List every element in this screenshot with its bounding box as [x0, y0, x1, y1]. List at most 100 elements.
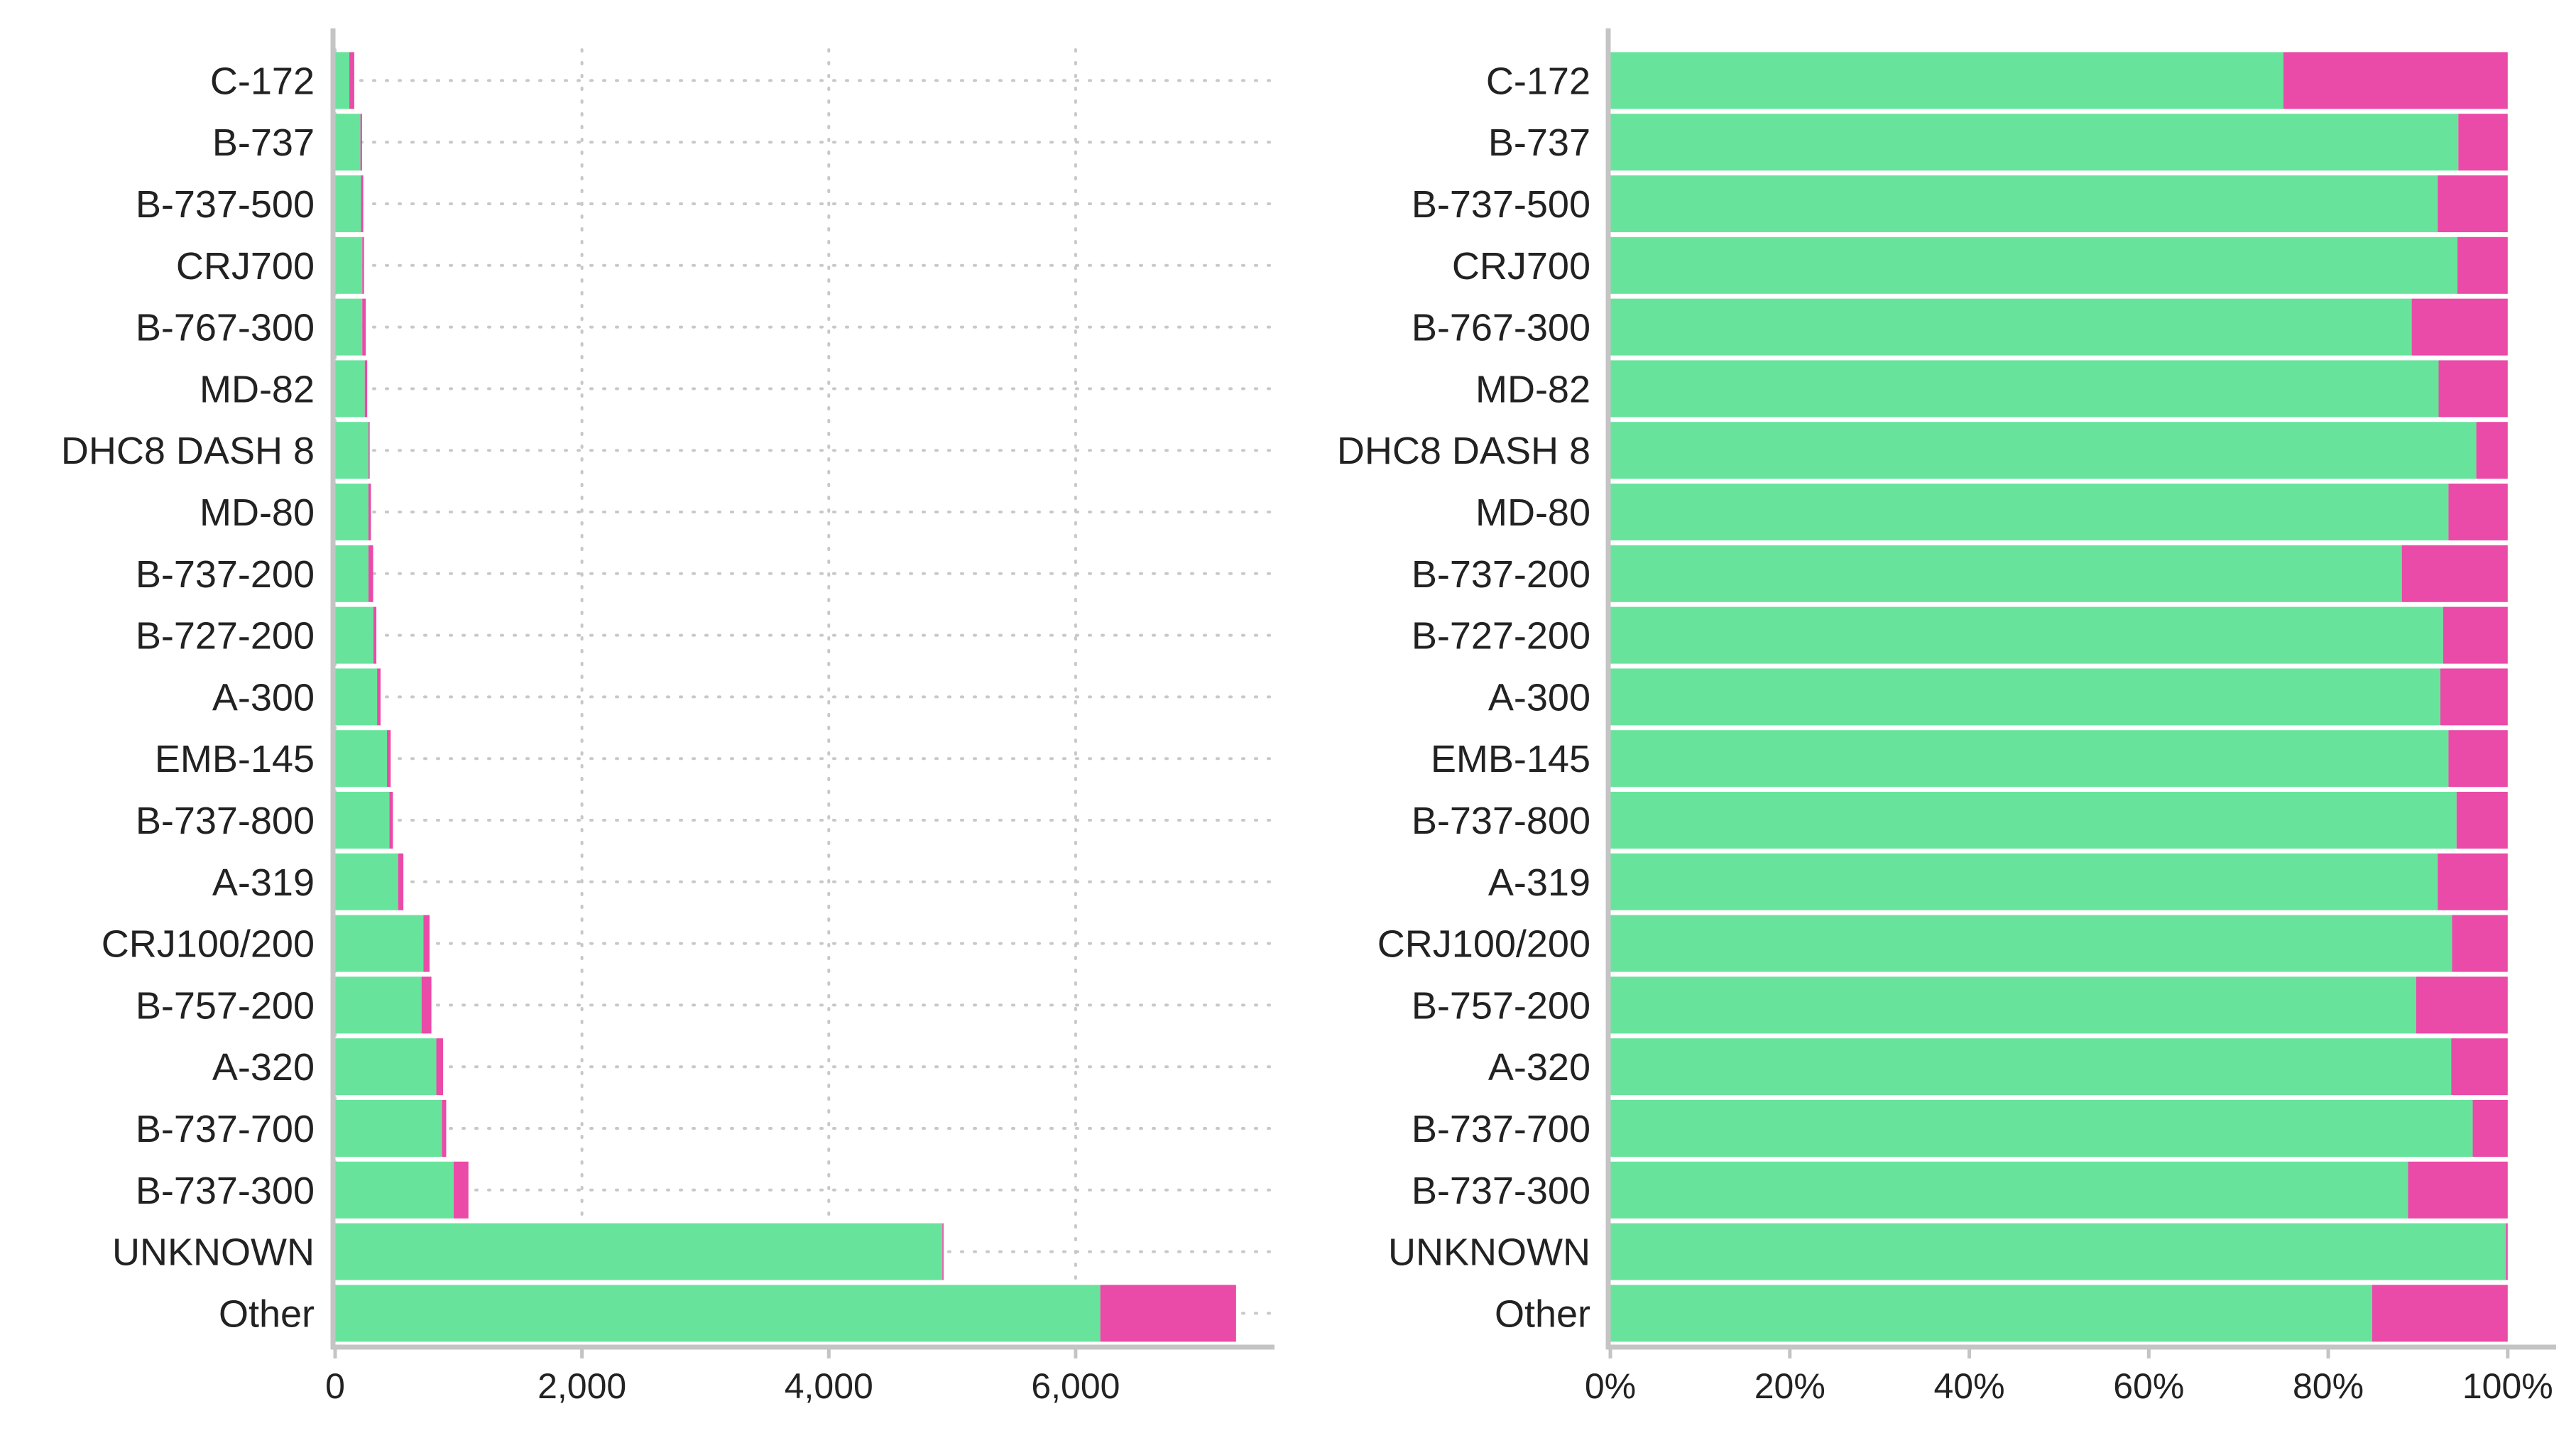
bar-segment-series-1 [1610, 1223, 2506, 1280]
bar-segment-series-2 [2472, 1100, 2508, 1157]
category-label: CRJ700 [176, 245, 315, 288]
category-label: B-737-300 [1412, 1170, 1590, 1212]
category-label: DHC8 DASH 8 [1337, 430, 1590, 472]
x-tick-label: 20% [1754, 1366, 1825, 1406]
category-label: A-300 [212, 676, 315, 719]
category-label: B-737-500 [136, 183, 315, 226]
bar-segment-series-1 [1610, 668, 2441, 726]
x-tick-label: 80% [2293, 1366, 2364, 1406]
bar-segment-series-2 [2438, 175, 2508, 232]
bar-segment-series-2 [2448, 730, 2508, 788]
category-label: B-737-800 [1412, 800, 1590, 842]
bar-segment-series-2 [2411, 298, 2508, 356]
bar-segment-series-2 [368, 422, 370, 479]
category-label: B-737-200 [136, 553, 315, 596]
bar-segment-series-2 [368, 484, 371, 540]
category-label: MD-82 [200, 368, 315, 410]
x-tick-label: 60% [2113, 1366, 2184, 1406]
category-label: UNKNOWN [1388, 1231, 1590, 1274]
bar-segment-series-2 [2438, 853, 2508, 910]
bar-segment-series-2 [368, 545, 373, 602]
category-label: B-767-300 [136, 307, 315, 349]
bar-segment-series-1 [1610, 606, 2443, 664]
category-label: B-737-300 [136, 1170, 315, 1212]
absolute-count-chart: C-172 B-737 B-737-500 CRJ700 B-767-300 MD-82 D… [61, 28, 1275, 1406]
bar-segment-series-2 [2448, 484, 2508, 540]
category-label: B-737-800 [136, 800, 315, 842]
bar-segment-series-1 [1610, 484, 2449, 540]
bar-segment-series-2 [2443, 606, 2508, 664]
category-label: C-172 [1486, 60, 1590, 102]
category-label: B-737-700 [1412, 1108, 1590, 1150]
bar-segment-series-2 [362, 298, 366, 356]
bar-segment-series-1 [335, 1223, 943, 1280]
bar-segment-series-2 [2506, 1223, 2508, 1280]
category-label: B-727-200 [1412, 615, 1590, 658]
category-label: Other [1495, 1292, 1590, 1335]
bar-segment-series-2 [398, 853, 404, 910]
bar-segment-series-2 [436, 1038, 444, 1096]
bar-segment-series-1 [1610, 976, 2416, 1034]
bar-segment-series-1 [335, 976, 422, 1034]
bar-segment-series-1 [1610, 1038, 2452, 1096]
bar-segment-series-1 [335, 175, 361, 232]
bar-segment-series-2 [2456, 792, 2508, 849]
bar-segment-series-1 [1610, 853, 2438, 910]
bar-segment-series-2 [2476, 422, 2508, 479]
category-label: EMB-145 [155, 738, 315, 780]
bar-segment-series-1 [335, 792, 390, 849]
bar-segment-series-2 [377, 668, 381, 726]
bar-segment-series-2 [421, 976, 432, 1034]
bar-segment-series-2 [423, 915, 430, 972]
bar-segment-series-1 [335, 298, 363, 356]
x-tick-label: 40% [1933, 1366, 2004, 1406]
bar-segment-series-1 [335, 915, 424, 972]
bar-segment-series-1 [335, 1285, 1101, 1342]
bar-segment-series-2 [2438, 360, 2508, 418]
bar-segment-series-1 [335, 1038, 437, 1096]
category-label: B-737-200 [1412, 553, 1590, 596]
category-label: B-757-200 [1412, 984, 1590, 1027]
category-label: MD-80 [200, 491, 315, 534]
bar-segment-series-1 [335, 484, 369, 540]
bar-segment-series-2 [361, 175, 364, 232]
bar-segment-series-1 [335, 1161, 454, 1219]
bar-segment-series-1 [1610, 114, 2459, 171]
category-label: B-767-300 [1412, 307, 1590, 349]
bar-segment-series-1 [1610, 1285, 2372, 1342]
bar-segment-series-2 [2458, 114, 2508, 171]
bar-segment-series-1 [335, 730, 388, 788]
category-label: B-737-700 [136, 1108, 315, 1150]
bar-segment-series-2 [2408, 1161, 2508, 1219]
bar-segment-series-2 [364, 360, 368, 418]
bar-segment-series-1 [335, 52, 349, 109]
bar-segment-series-2 [360, 114, 362, 171]
bar-segment-series-1 [1610, 1100, 2473, 1157]
category-label: A-320 [212, 1046, 315, 1089]
bar-segment-series-1 [1610, 730, 2449, 788]
bar-segment-series-1 [1610, 545, 2402, 602]
bar-segment-series-2 [2372, 1285, 2508, 1342]
bar-segment-series-2 [2451, 1038, 2508, 1096]
bar-segment-series-1 [1610, 298, 2412, 356]
bar-segment-series-1 [335, 606, 373, 664]
category-label: EMB-145 [1431, 738, 1590, 780]
category-label: UNKNOWN [112, 1231, 315, 1274]
bar-segment-series-1 [335, 853, 398, 910]
bar-segment-series-1 [1610, 792, 2457, 849]
category-label: MD-82 [1475, 368, 1590, 410]
bar-segment-series-1 [1610, 1161, 2408, 1219]
bar-segment-series-1 [1610, 175, 2438, 232]
bar-segment-series-2 [373, 606, 377, 664]
category-label: Other [219, 1292, 315, 1335]
category-label: A-320 [1488, 1046, 1590, 1089]
category-label: B-737 [1488, 121, 1590, 164]
bar-segment-series-1 [335, 236, 363, 294]
x-tick-label: 0 [325, 1366, 345, 1406]
percentage-chart: C-172 B-737 B-737-500 CRJ700 B-767-300 MD-82 D… [1337, 28, 2556, 1406]
bar-segment-series-1 [1610, 360, 2439, 418]
category-label: B-737 [212, 121, 315, 164]
category-label: MD-80 [1475, 491, 1590, 534]
bar-segment-series-2 [2416, 976, 2508, 1034]
